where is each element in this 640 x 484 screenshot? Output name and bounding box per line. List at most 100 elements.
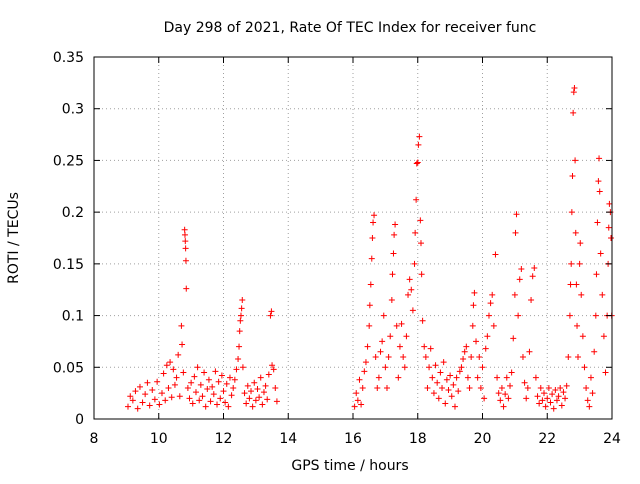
data-point	[236, 343, 243, 350]
data-point	[379, 338, 386, 345]
data-point	[608, 235, 615, 241]
x-tick-label: 24	[603, 431, 621, 447]
data-point	[189, 400, 196, 407]
data-point	[453, 374, 460, 381]
data-point	[237, 312, 244, 319]
data-point	[557, 384, 564, 391]
data-point	[358, 401, 365, 408]
data-point	[605, 224, 612, 231]
data-point	[492, 251, 499, 258]
data-point	[570, 89, 577, 96]
data-point	[461, 348, 468, 355]
data-point	[599, 291, 606, 298]
data-point	[354, 397, 361, 404]
data-point	[534, 393, 541, 400]
data-point	[218, 372, 225, 379]
data-point	[481, 395, 488, 402]
data-point	[204, 386, 211, 393]
data-point	[523, 395, 530, 402]
data-point	[606, 200, 613, 207]
data-point	[186, 395, 193, 402]
data-point	[563, 382, 570, 389]
data-point	[430, 390, 437, 397]
data-point	[254, 386, 261, 393]
data-point	[359, 384, 366, 391]
data-point	[182, 245, 189, 252]
data-point	[553, 397, 560, 404]
data-point	[593, 271, 600, 278]
data-point	[448, 393, 455, 400]
data-point	[406, 276, 413, 283]
data-point	[212, 368, 219, 375]
data-point	[487, 300, 494, 307]
x-axis-label: GPS time / hours	[291, 458, 408, 474]
data-point	[182, 238, 189, 245]
data-point	[374, 384, 381, 391]
data-point	[421, 343, 428, 350]
data-point	[434, 379, 441, 386]
x-tick-label: 20	[474, 431, 492, 447]
data-point	[565, 353, 572, 360]
data-point	[170, 366, 177, 373]
data-point	[207, 398, 214, 405]
data-point	[252, 397, 259, 404]
data-point	[450, 381, 457, 388]
x-tick-label: 18	[409, 431, 427, 447]
data-point	[238, 305, 245, 312]
data-point	[231, 376, 238, 383]
data-point	[400, 353, 407, 360]
data-point	[235, 356, 242, 363]
data-point	[241, 390, 248, 397]
data-point	[171, 381, 178, 388]
data-point	[595, 178, 602, 185]
data-point	[566, 312, 573, 319]
data-point	[366, 322, 373, 329]
data-point	[537, 384, 544, 391]
data-point	[362, 359, 369, 366]
data-point	[474, 374, 481, 381]
data-point	[562, 395, 569, 402]
data-point	[521, 379, 528, 386]
data-point	[473, 338, 480, 345]
data-point	[181, 231, 188, 238]
data-point	[505, 395, 512, 402]
data-point	[385, 353, 392, 360]
data-point	[555, 393, 562, 400]
data-point	[175, 351, 182, 358]
data-point	[437, 369, 444, 376]
data-point	[197, 381, 204, 388]
data-point	[154, 378, 161, 385]
data-point	[572, 157, 579, 164]
data-point	[256, 394, 263, 401]
data-point	[368, 255, 375, 262]
data-point	[432, 362, 439, 369]
data-point	[372, 353, 379, 360]
data-point	[220, 388, 227, 395]
data-point	[482, 345, 489, 352]
data-point	[188, 379, 195, 386]
data-point	[416, 133, 423, 140]
data-point	[413, 196, 420, 203]
data-point	[239, 364, 246, 371]
data-point	[237, 317, 244, 324]
data-point	[508, 369, 515, 376]
data-point	[156, 401, 163, 408]
data-point	[586, 403, 593, 410]
data-point	[576, 260, 583, 267]
data-point	[176, 393, 183, 400]
data-point	[246, 395, 253, 402]
data-point	[489, 291, 496, 298]
data-point	[466, 384, 473, 391]
data-point	[273, 398, 280, 405]
data-point	[395, 374, 402, 381]
data-point	[596, 155, 603, 162]
data-points	[124, 85, 615, 412]
data-point	[173, 374, 180, 381]
data-point	[498, 384, 505, 391]
data-point	[401, 364, 408, 371]
data-point	[151, 396, 158, 403]
data-point	[383, 384, 390, 391]
data-point	[510, 335, 517, 342]
data-point	[471, 289, 478, 296]
